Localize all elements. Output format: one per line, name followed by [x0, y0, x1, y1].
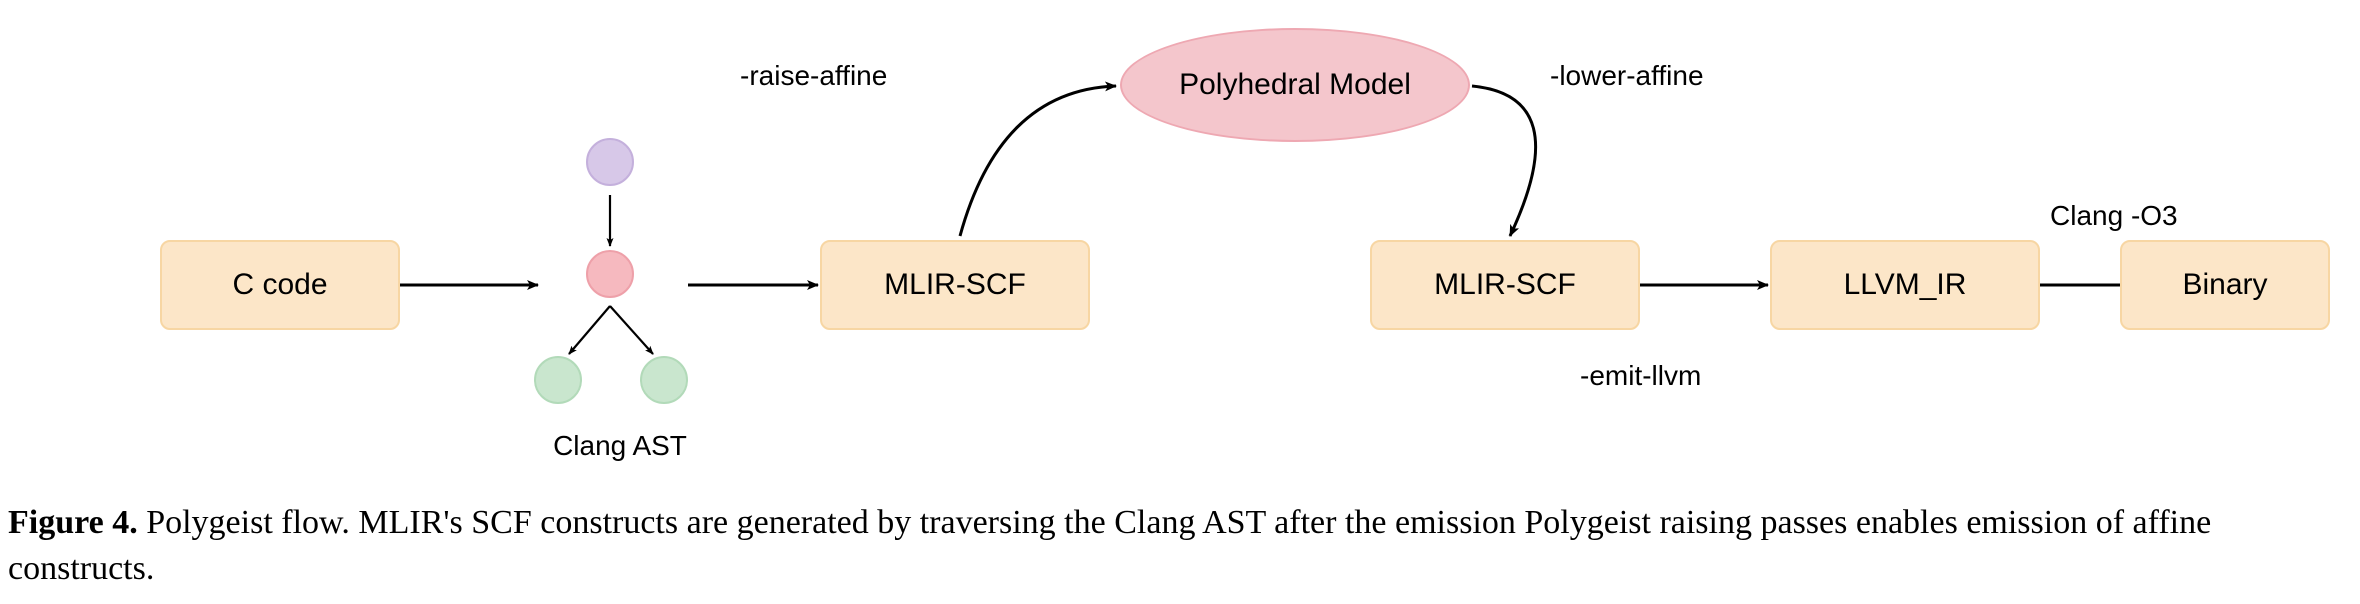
ast-dot-green-left — [534, 356, 582, 404]
ast-label: Clang AST — [510, 430, 730, 462]
node-polyhedral-model-label: Polyhedral Model — [1179, 70, 1411, 100]
node-llvm-ir-label: LLVM_IR — [1844, 270, 1967, 300]
figure-canvas: C code MLIR-SCF Polyhedral Model MLIR-SC… — [0, 0, 2360, 604]
node-mlir-scf-2-label: MLIR-SCF — [1434, 270, 1576, 300]
ast-mini-arrow-3 — [610, 306, 653, 354]
edge-label-clang-o3: Clang -O3 — [2050, 200, 2178, 232]
edge-raise-affine — [960, 86, 1116, 236]
node-binary: Binary — [2120, 240, 2330, 330]
figure-caption: Figure 4. Polygeist flow. MLIR's SCF con… — [0, 500, 2360, 592]
ast-dot-green-right — [640, 356, 688, 404]
ast-mini-arrow-2 — [569, 306, 610, 354]
node-llvm-ir: LLVM_IR — [1770, 240, 2040, 330]
edge-label-emit-llvm: -emit-llvm — [1580, 360, 1701, 392]
node-c-code: C code — [160, 240, 400, 330]
figure-caption-text: Polygeist flow. MLIR's SCF constructs ar… — [8, 504, 2211, 587]
node-mlir-scf-1: MLIR-SCF — [820, 240, 1090, 330]
figure-caption-label: Figure 4. — [8, 504, 138, 541]
edge-label-lower-affine: -lower-affine — [1550, 60, 1704, 92]
ast-dot-purple — [586, 138, 634, 186]
node-mlir-scf-1-label: MLIR-SCF — [884, 270, 1026, 300]
node-binary-label: Binary — [2182, 270, 2267, 300]
ast-dot-pink — [586, 250, 634, 298]
node-polyhedral-model: Polyhedral Model — [1120, 28, 1470, 142]
edge-lower-affine — [1472, 86, 1536, 236]
edge-label-raise-affine: -raise-affine — [740, 60, 887, 92]
node-mlir-scf-2: MLIR-SCF — [1370, 240, 1640, 330]
node-c-code-label: C code — [232, 270, 327, 300]
